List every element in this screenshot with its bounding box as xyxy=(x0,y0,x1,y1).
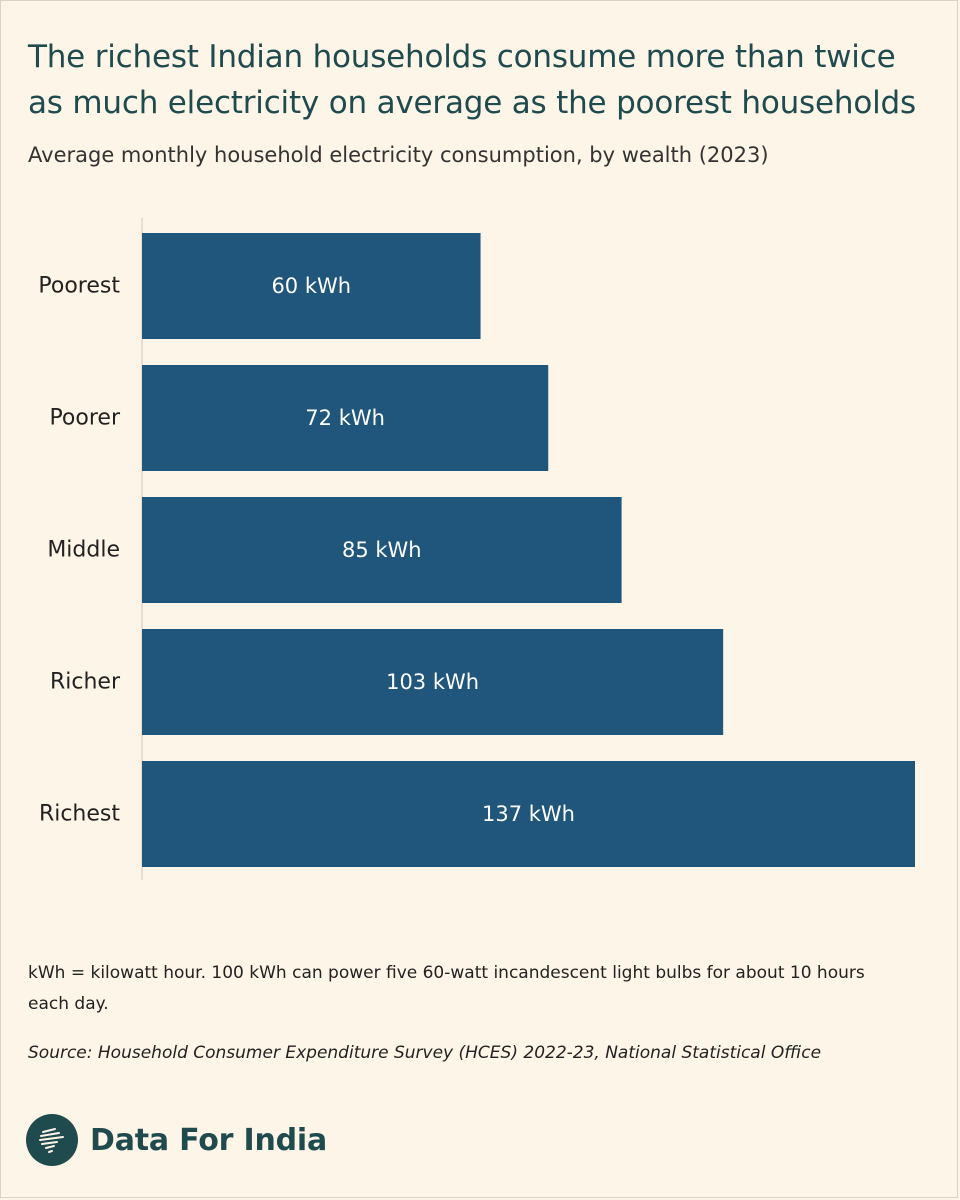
india-map-icon xyxy=(26,1114,78,1166)
category-label-middle: Middle xyxy=(47,538,120,563)
value-label-richest: 137 kWh xyxy=(482,802,575,826)
bar-chart: Poorest 60 kWh Poorer 72 kWh Middle 85 kWh Ric… xyxy=(38,218,915,880)
source-note: Source: Household Consumer Expenditure S… xyxy=(28,1043,822,1063)
brand: Data For India xyxy=(26,1112,327,1168)
category-label-poorest: Poorest xyxy=(38,274,120,299)
bar-poorest xyxy=(142,233,481,339)
chart-title: The richest Indian households consume mo… xyxy=(28,39,916,121)
bar-richest xyxy=(142,761,915,867)
value-label-poorer: 72 kWh xyxy=(305,406,385,430)
bar-richer xyxy=(142,629,724,735)
category-label-richest: Richest xyxy=(39,802,120,827)
value-label-middle: 85 kWh xyxy=(342,538,422,562)
bar-poorer xyxy=(142,365,549,471)
category-label-poorer: Poorer xyxy=(49,406,120,431)
footnote: kWh = kilowatt hour. 100 kWh can power f… xyxy=(28,963,865,1014)
chart-subtitle: Average monthly household electricity co… xyxy=(28,143,769,167)
bar-middle xyxy=(142,497,622,603)
value-label-poorest: 60 kWh xyxy=(271,274,351,298)
category-label-richer: Richer xyxy=(50,670,121,695)
value-label-richer: 103 kWh xyxy=(386,670,479,694)
brand-name: Data For India xyxy=(90,1122,328,1158)
